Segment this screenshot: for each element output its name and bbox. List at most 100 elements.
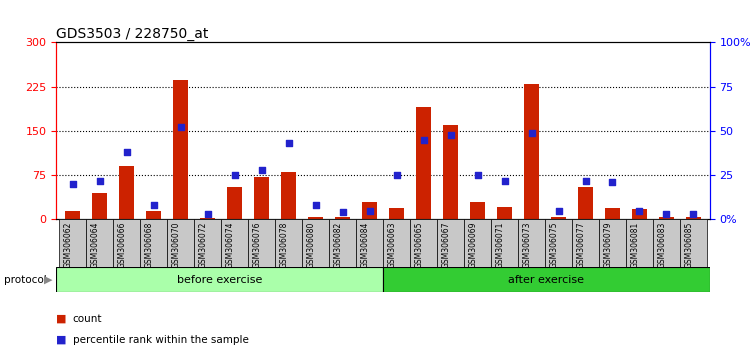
Bar [248,219,275,267]
Bar [65,211,80,219]
Point [309,202,321,208]
Point [391,172,403,178]
Bar [599,219,626,267]
Bar [281,172,296,219]
Bar [653,219,680,267]
Text: GSM306080: GSM306080 [306,222,315,268]
Bar [362,202,377,219]
Bar [464,219,491,267]
Text: ▶: ▶ [44,275,52,285]
Text: after exercise: after exercise [508,275,584,285]
Text: GSM306078: GSM306078 [279,222,288,268]
Point [174,125,186,130]
Text: percentile rank within the sample: percentile rank within the sample [73,335,249,345]
Bar [578,187,593,219]
Bar [302,219,329,267]
Bar [524,84,539,219]
Text: GSM306075: GSM306075 [550,222,559,268]
Point [282,141,294,146]
Text: GSM306073: GSM306073 [523,222,532,268]
Bar [383,267,710,292]
Point [228,172,240,178]
Bar [551,217,566,219]
Text: GSM306067: GSM306067 [442,222,451,268]
Text: GSM306063: GSM306063 [388,222,397,268]
Bar [227,187,242,219]
Point [553,208,565,213]
Text: GSM306070: GSM306070 [171,222,180,268]
Point [660,211,672,217]
Bar [113,219,140,267]
Text: GSM306069: GSM306069 [469,222,478,268]
Bar [572,219,599,267]
Point [472,172,484,178]
Bar [173,80,188,219]
Text: GSM306066: GSM306066 [117,222,126,268]
Point [363,208,376,213]
Text: count: count [73,314,102,324]
Text: GSM306062: GSM306062 [64,222,73,268]
Text: GSM306074: GSM306074 [225,222,234,268]
Bar [329,219,356,267]
Bar [443,125,458,219]
Point [607,179,619,185]
Bar [140,219,167,267]
Text: before exercise: before exercise [177,275,262,285]
Bar [437,219,464,267]
Bar [200,218,215,219]
Bar [59,219,86,267]
Point [120,149,132,155]
Text: GSM306077: GSM306077 [577,222,586,268]
Point [687,211,699,217]
Point [147,202,159,208]
Bar [146,211,161,219]
Bar [545,219,572,267]
Text: ■: ■ [56,335,67,345]
Text: ■: ■ [56,314,67,324]
Bar [383,219,410,267]
Point [580,178,592,183]
Text: GSM306071: GSM306071 [496,222,505,268]
Text: GSM306065: GSM306065 [415,222,424,268]
Bar [470,202,485,219]
Bar [86,219,113,267]
Point [67,181,79,187]
Bar [518,219,545,267]
Bar [194,219,221,267]
Bar [686,217,701,219]
Bar [416,107,431,219]
Point [418,137,430,143]
Bar [632,209,647,219]
Bar [275,219,302,267]
Bar [308,217,323,219]
Bar [680,219,707,267]
Bar [605,208,620,219]
Bar [491,219,518,267]
Bar [626,219,653,267]
Point [445,132,457,137]
Point [255,167,267,173]
Bar [659,217,674,219]
Bar [410,219,437,267]
Text: GSM306084: GSM306084 [360,222,369,268]
Point [634,208,646,213]
Bar [92,193,107,219]
Point [526,130,538,136]
Text: GSM306083: GSM306083 [657,222,666,268]
Bar [167,219,194,267]
Bar [389,208,404,219]
Bar [497,206,512,219]
Point [499,178,511,183]
Text: GSM306072: GSM306072 [198,222,207,268]
Text: GSM306064: GSM306064 [91,222,100,268]
Text: GSM306076: GSM306076 [252,222,261,268]
Text: GSM306082: GSM306082 [333,222,342,268]
Bar [119,166,134,219]
Bar [356,219,383,267]
Bar [221,219,248,267]
Text: protocol: protocol [4,275,47,285]
Bar [56,267,383,292]
Bar [254,177,269,219]
Text: GSM306081: GSM306081 [631,222,640,268]
Point [201,211,213,217]
